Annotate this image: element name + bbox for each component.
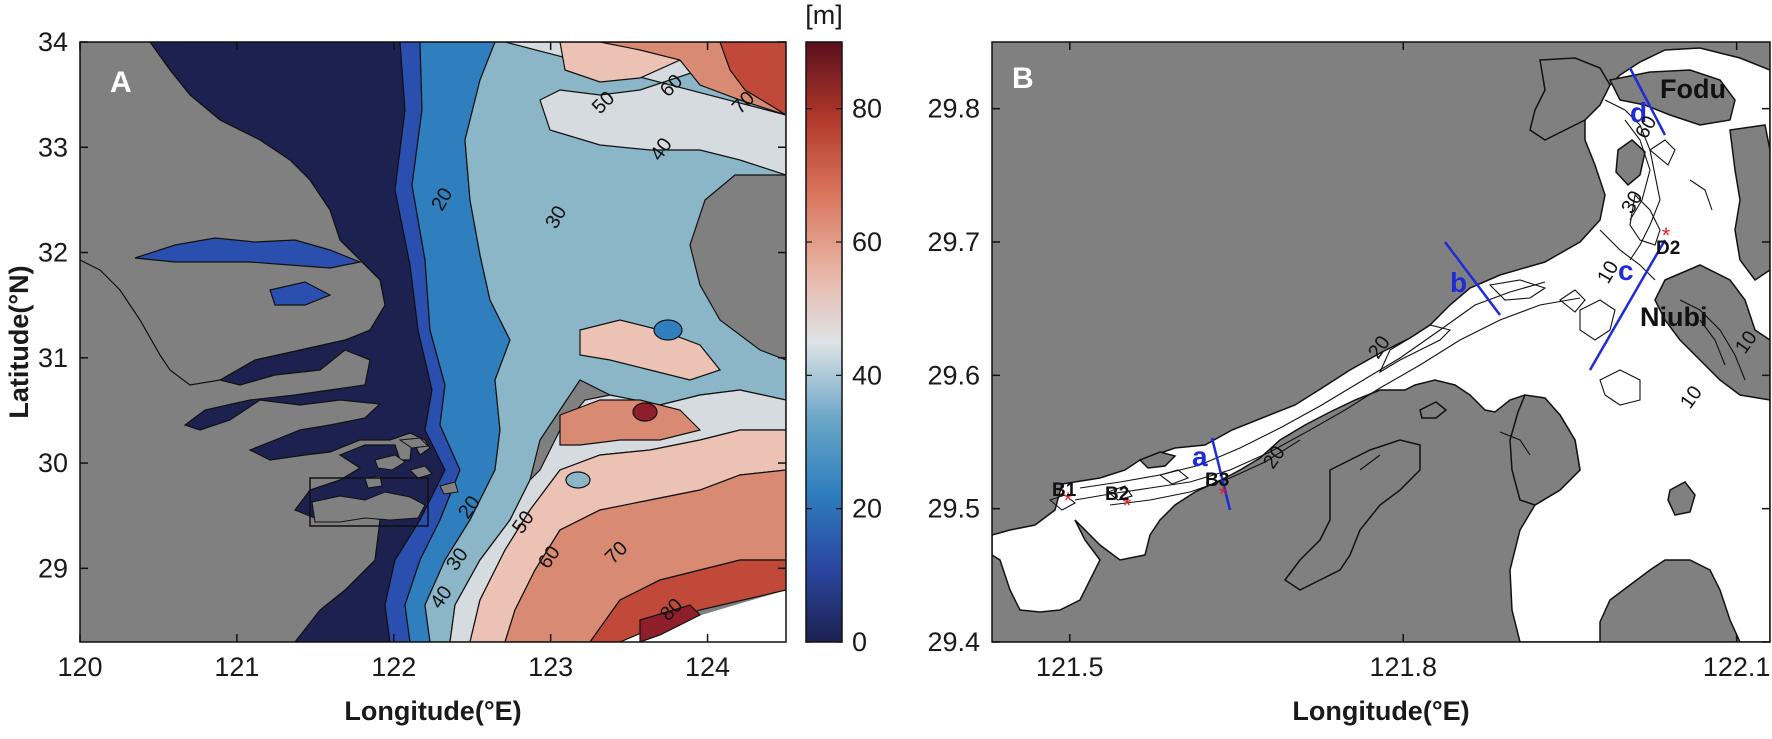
y-tick-label: 33	[38, 132, 68, 162]
section-d-label: d	[1630, 97, 1647, 128]
island	[1615, 139, 1646, 187]
section-a-line	[1210, 437, 1232, 511]
x-tick-label: 122	[371, 652, 416, 682]
island-inset-land	[311, 491, 426, 523]
colorbar-tick-label: 60	[852, 227, 882, 257]
x-tick-label: 124	[685, 652, 730, 682]
place-fodu: Fodu	[1660, 74, 1726, 104]
section-lines	[1210, 67, 1667, 511]
colorbar: [m] 80 60 40 20 0	[805, 0, 882, 657]
section-b-label: b	[1450, 267, 1467, 298]
depth-band-80-90	[639, 604, 702, 642]
section-a-label: a	[1192, 441, 1208, 472]
estuary-channel-2	[269, 281, 332, 306]
station-marker-b1: *	[1064, 488, 1073, 513]
colorbar-gradient	[805, 41, 843, 643]
y-tick-label: 29	[38, 553, 68, 583]
x-tick-label: 122.1	[1703, 652, 1771, 682]
island	[1654, 264, 1770, 401]
panel-a-map	[80, 42, 786, 642]
colorbar-tick-label: 80	[852, 94, 882, 124]
shoal-patch-2	[565, 471, 591, 489]
y-tick-label: 29.8	[927, 94, 980, 124]
section-b-line	[1444, 241, 1501, 316]
panel-b-label: B	[1012, 62, 1034, 95]
panel-a-xlabel: Longitude(°E)	[344, 696, 521, 726]
x-tick-label: 121.5	[1036, 652, 1104, 682]
island	[1729, 124, 1770, 282]
colorbar-tick-label: 40	[852, 360, 882, 390]
x-tick-label: 121.8	[1369, 652, 1437, 682]
panel-a-frame	[79, 41, 787, 643]
depth-deep-spot	[632, 402, 658, 422]
stations: * * * *	[1064, 223, 1671, 518]
panel-a-x-axis: 120 121 122 123 124	[57, 42, 730, 682]
y-tick-label: 29.7	[927, 227, 980, 257]
colorbar-tick-label: 20	[852, 494, 882, 524]
island	[1419, 401, 1448, 419]
section-c-label: c	[1618, 255, 1634, 286]
x-tick-label: 123	[528, 652, 573, 682]
panel-a-y-axis: 34 33 32 31 30 29	[38, 27, 786, 583]
island	[1529, 57, 1611, 141]
island	[1667, 481, 1696, 516]
panel-b-xlabel: Longitude(°E)	[1292, 696, 1469, 726]
island	[1283, 439, 1421, 591]
y-tick-label: 31	[38, 343, 68, 373]
estuary-channel	[134, 237, 363, 269]
island	[1509, 394, 1581, 506]
station-marker-b3: *	[1219, 482, 1228, 507]
island	[1138, 451, 1177, 469]
island	[1608, 69, 1736, 126]
station-label-b3: B3	[1205, 470, 1229, 491]
station-label-d2: D2	[1656, 238, 1680, 259]
panel-b-x-axis: 121.5 121.8 122.1	[1036, 42, 1770, 682]
x-tick-label: 120	[57, 652, 102, 682]
panel-b-map: * * * *	[992, 42, 1770, 642]
station-label-b1: B1	[1052, 480, 1077, 501]
panel-b-frame	[991, 41, 1771, 643]
panel-a-ylabel: Latitude(°N)	[4, 265, 34, 418]
station-label-b2: B2	[1105, 484, 1129, 505]
y-tick-label: 34	[38, 27, 68, 57]
panel-a-label: A	[110, 66, 132, 99]
section-c-line	[1588, 239, 1667, 371]
y-tick-label: 29.5	[927, 494, 980, 524]
y-tick-label: 29.6	[927, 360, 980, 390]
station-marker-b2: *	[1123, 493, 1132, 518]
colorbar-unit: [m]	[805, 0, 843, 30]
y-tick-label: 29.4	[927, 627, 980, 657]
x-tick-label: 121	[214, 652, 259, 682]
y-tick-label: 30	[38, 448, 68, 478]
colorbar-ticks: 80 60 40 20 0	[806, 94, 882, 657]
y-tick-label: 32	[38, 238, 68, 268]
study-area-box	[309, 477, 429, 527]
place-niubi: Niubi	[1640, 302, 1708, 332]
section-d-line	[1628, 67, 1667, 136]
shoal-patch	[653, 319, 683, 341]
panel-b-contours	[1048, 99, 1746, 511]
station-marker-d2: *	[1662, 223, 1671, 248]
colorbar-tick-label: 0	[852, 627, 867, 657]
panel-b-y-axis: 29.8 29.7 29.6 29.5 29.4	[927, 94, 1770, 657]
depth-band-70-80	[589, 42, 786, 642]
